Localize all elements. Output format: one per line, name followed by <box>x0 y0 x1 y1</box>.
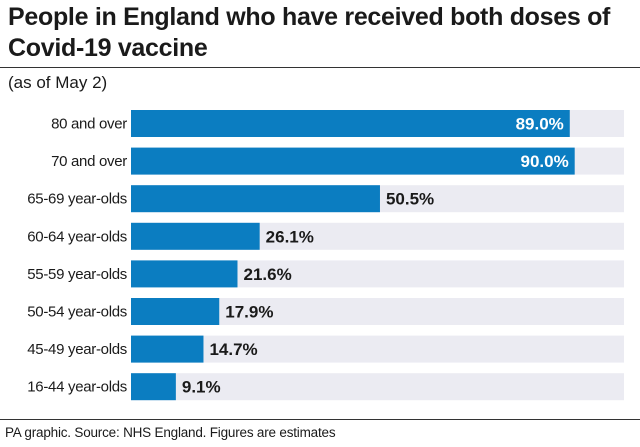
category-label: 45-49 year-olds <box>27 341 127 358</box>
bar <box>131 373 176 401</box>
data-label: 50.5% <box>386 190 434 209</box>
category-label: 60-64 year-olds <box>27 228 127 245</box>
source-note: PA graphic. Source: NHS England. Figures… <box>5 425 336 440</box>
data-label: 89.0% <box>516 115 564 134</box>
title-divider <box>0 67 640 68</box>
data-label: 90.0% <box>520 152 568 171</box>
bar-track <box>131 335 624 363</box>
footer-divider <box>0 419 640 420</box>
data-label: 14.7% <box>209 340 257 359</box>
bar <box>131 185 380 213</box>
bar <box>131 260 238 288</box>
data-label: 26.1% <box>266 227 314 246</box>
data-label: 9.1% <box>182 378 221 397</box>
category-label: 80 and over <box>51 116 127 133</box>
category-label: 50-54 year-olds <box>27 304 127 321</box>
bar <box>131 110 570 137</box>
data-label: 17.9% <box>225 303 273 322</box>
category-label: 65-69 year-olds <box>27 191 127 208</box>
bar <box>131 147 575 175</box>
data-label: 21.6% <box>243 265 291 284</box>
category-label: 16-44 year-olds <box>27 379 127 396</box>
category-label: 70 and over <box>51 153 127 170</box>
chart-subtitle: (as of May 2) <box>8 73 108 92</box>
chart-title: People in England who have received both… <box>8 3 611 62</box>
bar-chart: 80 and over 89.0% 70 and over 90.0% 65-69 ye… <box>27 110 624 401</box>
bar <box>131 298 220 325</box>
bar <box>131 335 204 363</box>
category-label: 55-59 year-olds <box>27 266 127 283</box>
bar-track <box>131 373 624 401</box>
bar <box>131 222 260 250</box>
